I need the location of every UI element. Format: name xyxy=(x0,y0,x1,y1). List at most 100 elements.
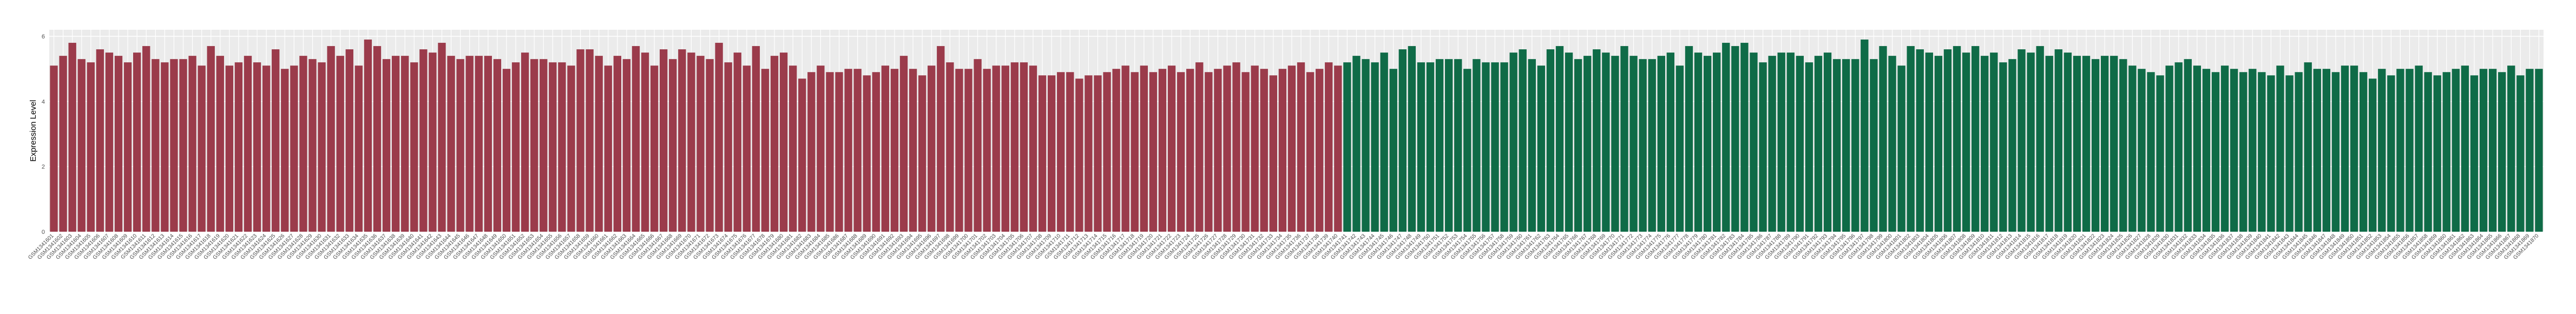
bar xyxy=(641,53,649,232)
bar xyxy=(59,56,67,232)
bar xyxy=(1380,53,1388,232)
bar xyxy=(1241,72,1250,232)
bar xyxy=(2516,75,2525,232)
bar xyxy=(114,56,123,232)
bar xyxy=(2406,69,2414,232)
y-axis-label: Expression Level xyxy=(29,100,38,161)
bar xyxy=(1251,66,1259,232)
bar xyxy=(650,66,659,232)
bar xyxy=(2220,66,2229,232)
bar xyxy=(613,56,621,232)
bar xyxy=(1981,56,1989,232)
bar xyxy=(77,59,86,232)
bar xyxy=(1675,66,1684,232)
bar xyxy=(1066,72,1074,232)
bar xyxy=(696,56,705,232)
bar xyxy=(234,62,243,232)
bar xyxy=(142,46,150,232)
bar xyxy=(817,66,825,232)
bar xyxy=(456,59,464,232)
bar xyxy=(50,66,58,232)
bar xyxy=(715,43,723,232)
bar xyxy=(946,62,954,232)
bar xyxy=(1555,46,1564,232)
bar xyxy=(724,62,732,232)
bar xyxy=(502,69,511,232)
bar xyxy=(872,72,880,232)
bar xyxy=(992,66,1000,232)
bar xyxy=(918,75,926,232)
bar xyxy=(521,53,529,232)
bar xyxy=(540,59,548,232)
bar xyxy=(928,66,936,232)
bar xyxy=(2295,72,2303,232)
bar xyxy=(105,53,114,232)
bar xyxy=(909,69,917,232)
bar xyxy=(2415,66,2423,232)
bar xyxy=(1546,49,1555,232)
bar xyxy=(2526,69,2534,232)
bar xyxy=(68,43,76,232)
bar xyxy=(1316,69,1324,232)
bar xyxy=(2036,46,2044,232)
bar xyxy=(1029,66,1037,232)
bar xyxy=(2424,72,2432,232)
bar xyxy=(1916,49,1924,232)
bar xyxy=(1786,53,1795,232)
bar xyxy=(2276,66,2284,232)
bar xyxy=(530,59,538,232)
bar xyxy=(2202,69,2211,232)
bar xyxy=(1832,59,1841,232)
bar xyxy=(669,59,677,232)
bar xyxy=(881,66,890,232)
bar xyxy=(2488,69,2497,232)
bar xyxy=(1408,46,1416,232)
bar xyxy=(2285,75,2294,232)
bar xyxy=(1657,56,1665,232)
bar xyxy=(179,59,187,232)
bar xyxy=(1777,53,1785,232)
bar xyxy=(161,62,169,232)
bar xyxy=(622,59,631,232)
bar xyxy=(1602,53,1610,232)
bar xyxy=(1907,46,1915,232)
bar xyxy=(308,59,317,232)
bar xyxy=(1648,59,1656,232)
bar xyxy=(2128,66,2137,232)
bar xyxy=(899,56,908,232)
bar xyxy=(1112,69,1120,232)
bar xyxy=(2174,62,2183,232)
bar xyxy=(1565,53,1573,232)
bar xyxy=(798,78,806,232)
bar xyxy=(1177,72,1185,232)
bar xyxy=(1426,62,1435,232)
bar xyxy=(632,46,640,232)
bar xyxy=(586,49,594,232)
bar xyxy=(401,56,409,232)
bar xyxy=(2535,69,2543,232)
bar xyxy=(438,43,446,232)
bar xyxy=(2452,69,2460,232)
bar xyxy=(1972,46,1980,232)
bar xyxy=(2498,72,2506,232)
bar xyxy=(1861,40,1869,232)
bar xyxy=(1094,75,1102,232)
bar xyxy=(2027,53,2035,232)
bar xyxy=(484,56,492,232)
bar xyxy=(2230,69,2238,232)
bar xyxy=(354,66,363,232)
bar xyxy=(678,49,686,232)
y-tick-label: 0 xyxy=(42,229,45,236)
bar xyxy=(1020,62,1028,232)
bar xyxy=(1214,69,1222,232)
bar xyxy=(1814,56,1823,232)
bar xyxy=(1842,59,1850,232)
bar xyxy=(2304,62,2312,232)
bar xyxy=(1796,56,1804,232)
bar xyxy=(1205,72,1213,232)
bar xyxy=(2147,72,2155,232)
bar xyxy=(2193,66,2202,232)
bar xyxy=(1149,72,1158,232)
bar xyxy=(779,53,788,232)
bar xyxy=(567,66,575,232)
